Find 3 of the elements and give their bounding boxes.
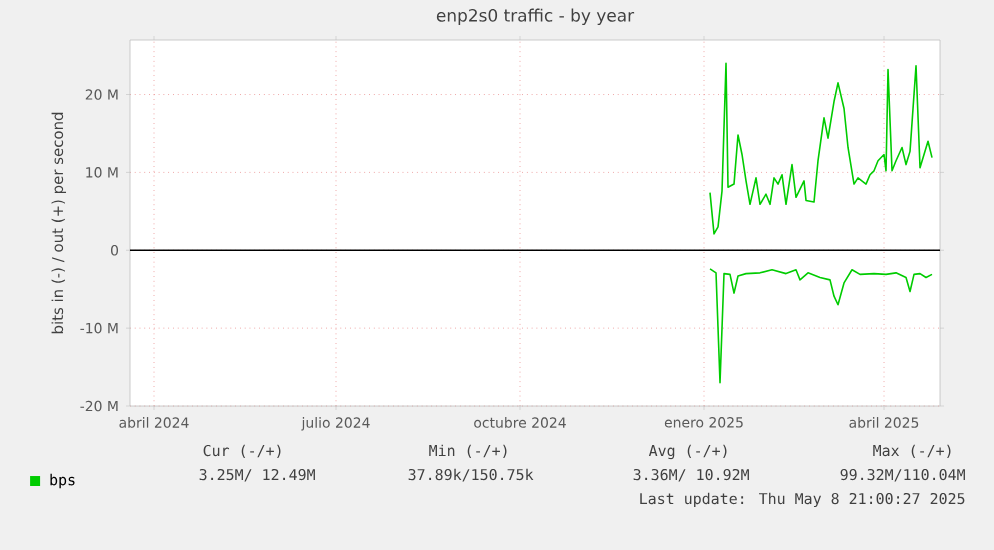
line-series — [709, 62, 933, 235]
line-series — [709, 268, 933, 384]
chart-title: enp2s0 traffic - by year — [436, 8, 635, 26]
